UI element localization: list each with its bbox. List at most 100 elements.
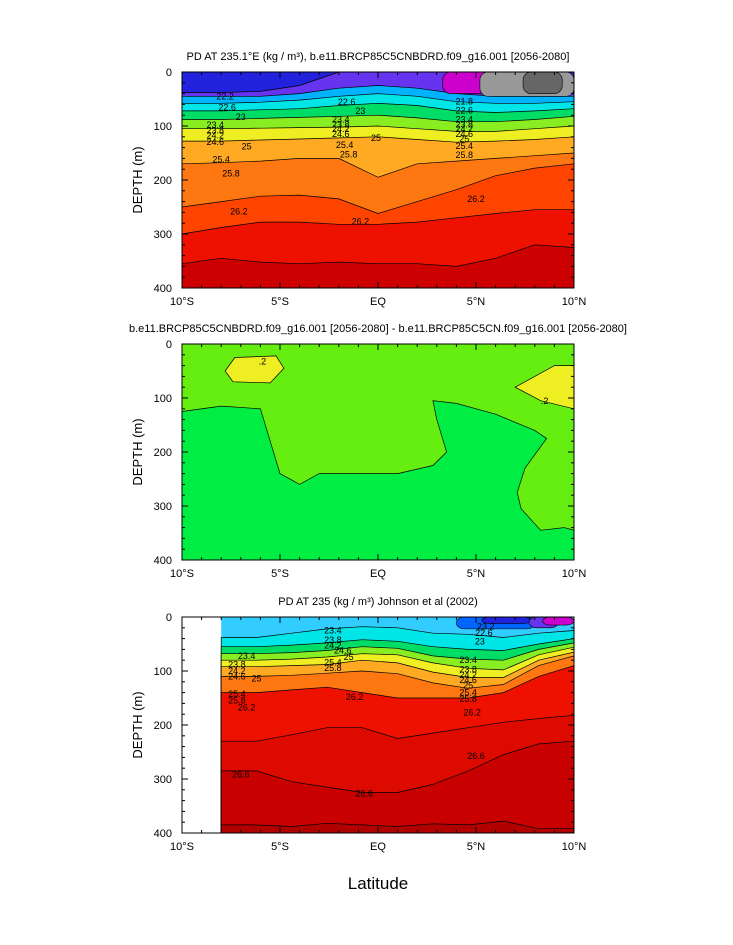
contour-label: 23.4 bbox=[207, 120, 225, 130]
contour-label: 23.4 bbox=[455, 115, 473, 125]
panel-title: PD AT 235.1°E (kg / m³), b.e11.BRCP85C5C… bbox=[187, 51, 570, 63]
contour-label: 23.2 bbox=[477, 622, 495, 632]
contour-label: 24.6 bbox=[207, 137, 225, 147]
panel-title: b.e11.BRCP85C5CNBDRD.f09_g16.001 [2056-2… bbox=[129, 323, 627, 335]
contour-label: 22.6 bbox=[455, 105, 473, 115]
contour-label: 24.2 bbox=[207, 131, 225, 141]
contour-label: 25.8 bbox=[228, 696, 246, 706]
contour-label: 25 bbox=[463, 681, 473, 691]
contour-label: 23.8 bbox=[207, 125, 225, 135]
panel-3: 23.423.824.224.6 2525.425.826.223.423.824… bbox=[130, 596, 586, 893]
y-tick-label: 100 bbox=[154, 393, 172, 405]
contour-patch bbox=[522, 72, 563, 94]
x-tick-label: 10°N bbox=[562, 841, 587, 853]
y-tick-label: 400 bbox=[154, 283, 172, 295]
x-tick-label: 10°S bbox=[170, 841, 194, 853]
contour-label: 26.2 bbox=[352, 217, 370, 227]
contour-label: .2 bbox=[541, 396, 549, 406]
contour-label: 25.4 bbox=[455, 141, 473, 151]
contour-label: 25.4 bbox=[228, 689, 246, 699]
contour-band bbox=[220, 820, 574, 833]
contour-label: 26.2 bbox=[230, 206, 248, 216]
contour-label: 26.2 bbox=[238, 703, 256, 713]
y-tick-label: 100 bbox=[154, 666, 172, 678]
contour-label: 22.2 bbox=[216, 91, 234, 101]
contour-region bbox=[514, 365, 574, 410]
x-tick-label: 10°S bbox=[170, 296, 194, 308]
contour-label: 24.6 bbox=[332, 129, 350, 139]
contour-label: 23.4 bbox=[332, 115, 350, 125]
contour-patch bbox=[542, 617, 574, 626]
contour-label: 25.8 bbox=[455, 150, 473, 160]
y-axis-label: DEPTH (m) bbox=[130, 691, 145, 758]
contour-label: 25.8 bbox=[222, 169, 240, 179]
contour-label: 24.6 bbox=[228, 671, 246, 681]
contour-label: 25.8 bbox=[340, 150, 358, 160]
contour-label: 23.4 bbox=[459, 655, 477, 665]
contour-label: 25 bbox=[371, 133, 381, 143]
panel-2: .2 .2 10°S 5°S EQ 5°N 10°N 0 100 200 300 400 b.e11.B… bbox=[129, 323, 627, 580]
x-tick-label: 5°S bbox=[271, 568, 289, 580]
contour-label: 26.6 bbox=[356, 789, 374, 799]
y-axis-label: DEPTH (m) bbox=[130, 146, 145, 213]
contour-label: 25.4 bbox=[212, 154, 230, 164]
plot-area: 23.423.824.224.6 2525.425.826.223.423.824… bbox=[220, 617, 574, 833]
contour-label: 25 bbox=[251, 674, 261, 684]
plot-area: .2 .2 bbox=[182, 344, 574, 560]
contour-label: 22.6 bbox=[338, 97, 356, 107]
y-tick-label: 200 bbox=[154, 447, 172, 459]
contour-label: 23.8 bbox=[324, 635, 342, 645]
y-tick-label: 0 bbox=[166, 67, 172, 79]
y-tick-label: 100 bbox=[154, 121, 172, 133]
x-axis-label: Latitude bbox=[348, 874, 409, 893]
x-tick-label: 5°S bbox=[271, 296, 289, 308]
contour-label: 23 bbox=[236, 112, 246, 122]
contour-label: 25 bbox=[344, 652, 354, 662]
contour-label: 23.4 bbox=[238, 651, 256, 661]
contour-band bbox=[182, 244, 574, 288]
panel-title: PD AT 235 (kg / m³) Johnson et al (2002) bbox=[278, 596, 478, 608]
y-tick-label: 0 bbox=[166, 612, 172, 624]
contour-label: 25.4 bbox=[324, 657, 342, 667]
contour-label: 23.8 bbox=[228, 660, 246, 670]
contour-label: 26.2 bbox=[463, 708, 481, 718]
contour-label: 23.8 bbox=[459, 664, 477, 674]
contour-label: 25.8 bbox=[459, 694, 477, 704]
contour-label: 24.2 bbox=[455, 124, 473, 134]
y-axis-label: DEPTH (m) bbox=[130, 418, 145, 485]
y-tick-label: 200 bbox=[154, 175, 172, 187]
contour-label: 24.2 bbox=[228, 666, 246, 676]
contour-label: 24.6 bbox=[455, 129, 473, 139]
contour-label: 26.2 bbox=[346, 692, 364, 702]
x-tick-label: 5°N bbox=[467, 841, 486, 853]
y-tick-label: 300 bbox=[154, 774, 172, 786]
x-tick-label: 5°S bbox=[271, 841, 289, 853]
contour-label: 23.8 bbox=[455, 119, 473, 129]
x-tick-label: EQ bbox=[370, 841, 386, 853]
contour-label: 23 bbox=[475, 636, 485, 646]
x-tick-label: 10°N bbox=[562, 296, 587, 308]
contour-label: 25 bbox=[242, 142, 252, 152]
y-tick-label: 400 bbox=[154, 828, 172, 840]
y-tick-label: 200 bbox=[154, 720, 172, 732]
contour-label: 26.6 bbox=[467, 751, 485, 761]
contour-label: 26.6 bbox=[232, 770, 250, 780]
contour-label: 23.8 bbox=[332, 119, 350, 129]
contour-label: 25.4 bbox=[336, 140, 354, 150]
contour-label: 26.2 bbox=[467, 194, 485, 204]
x-tick-label: 10°N bbox=[562, 568, 587, 580]
contour-region bbox=[182, 400, 574, 560]
contour-label: 22.6 bbox=[475, 628, 493, 638]
contour-label: 22.6 bbox=[218, 103, 236, 113]
x-tick-label: 5°N bbox=[467, 296, 486, 308]
y-tick-label: 300 bbox=[154, 229, 172, 241]
contour-label: 24.6 bbox=[459, 675, 477, 685]
contour-label: .2 bbox=[259, 356, 267, 366]
contour-label: 25.4 bbox=[459, 688, 477, 698]
x-tick-label: 10°S bbox=[170, 568, 194, 580]
x-tick-label: EQ bbox=[370, 568, 386, 580]
contour-region bbox=[224, 355, 285, 384]
